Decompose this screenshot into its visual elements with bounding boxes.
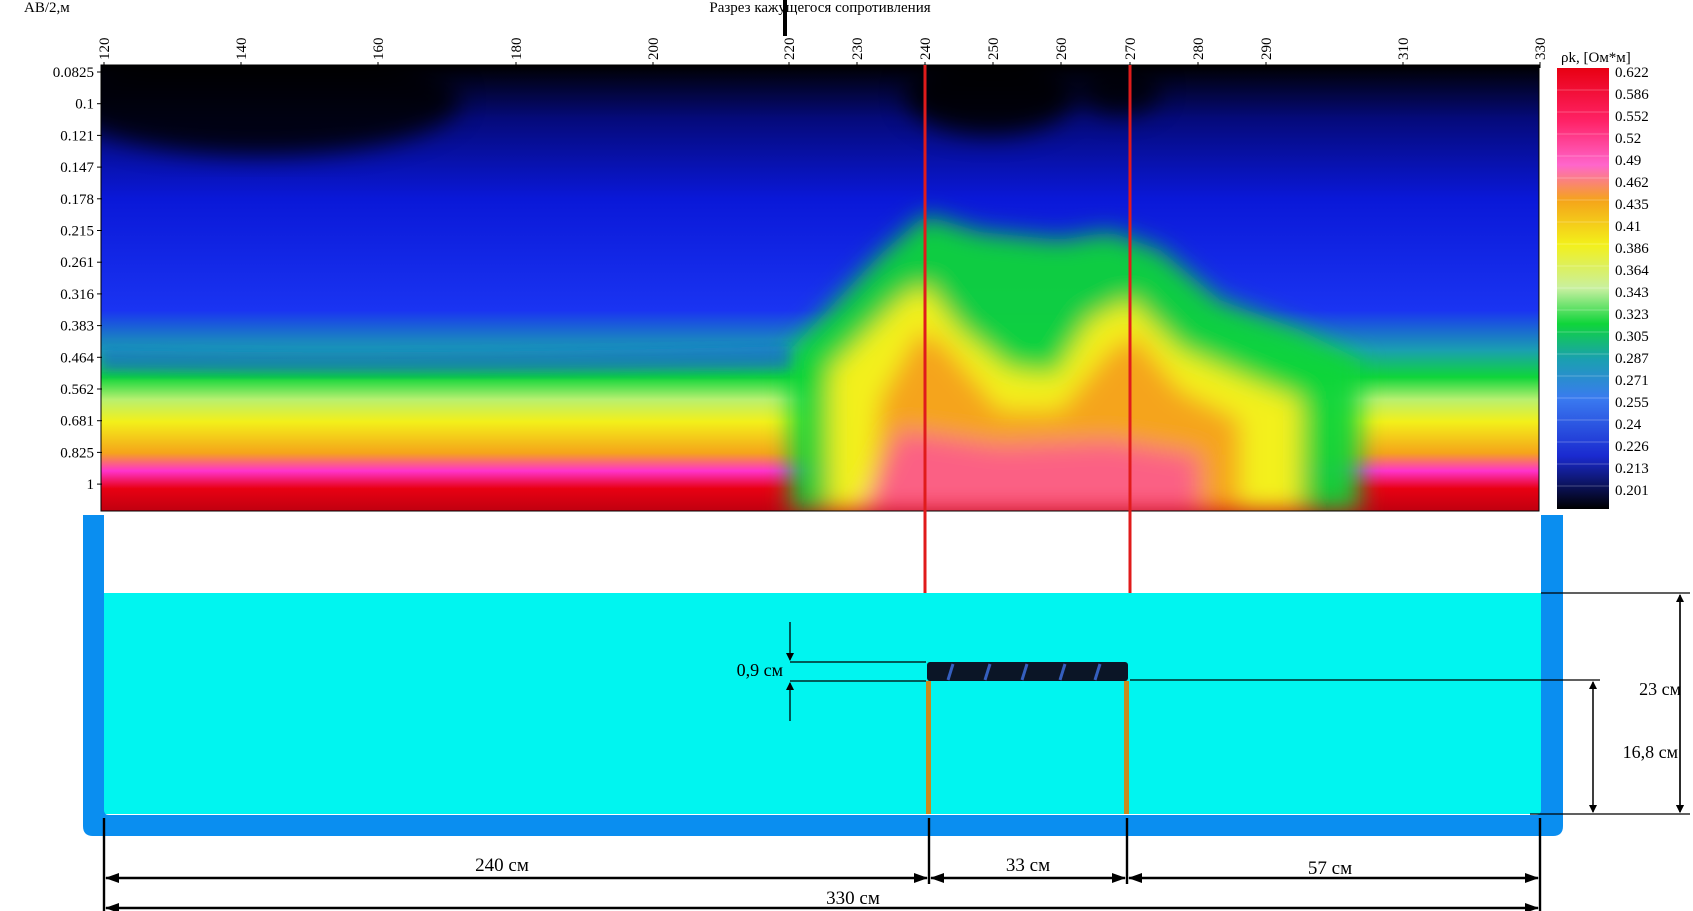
y-tick-label: 0.316 [60, 287, 94, 303]
left-support [926, 681, 931, 814]
colorbar-tick-label: 0.49 [1615, 153, 1641, 169]
object-highlights [946, 663, 1102, 681]
colorbar-tick-labels: 0.622 0.586 0.552 0.52 0.49 0.462 0.435 0.41 0.3… [1615, 65, 1649, 499]
colorbar-tick-label: 0.255 [1615, 395, 1649, 411]
buried-object [927, 662, 1128, 681]
thickness-label: 0,9 см [737, 660, 783, 680]
y-tick-label: 1 [87, 477, 95, 493]
colorbar-tick-label: 0.622 [1615, 65, 1649, 81]
colorbar-tick-label: 0.226 [1615, 439, 1649, 455]
y-tick-label: 0.261 [60, 255, 94, 271]
y-tick-label: 0.383 [60, 319, 94, 335]
x-tick-label: 270 [1123, 38, 1139, 61]
water [104, 593, 1541, 814]
colorbar-tick-label: 0.305 [1615, 329, 1649, 345]
x-tick-label: 180 [509, 38, 525, 61]
x-tick-label: 220 [782, 38, 798, 61]
colorbar: ρk, [Ом*м] 0.6220.5860.5520.520.490.4620… [1557, 50, 1649, 509]
colorbar-tick-label: 0.323 [1615, 307, 1649, 323]
object-depth-label: 16,8 см [1623, 742, 1678, 762]
colorbar-tick-label: 0.435 [1615, 197, 1649, 213]
colorbar-stripes [1557, 89, 1609, 487]
x-tick-label: 330 [1533, 38, 1549, 61]
water-depth-label: 23 см [1639, 679, 1681, 699]
x-tick-label: 230 [850, 38, 866, 61]
plot-frame [100, 64, 1540, 512]
y-tick-label: 0.0825 [53, 65, 94, 81]
x-tick-label: 310 [1396, 38, 1412, 61]
x-tick-label: 290 [1259, 38, 1275, 61]
x-tick-label: 280 [1191, 38, 1207, 61]
x-tick-label: 200 [646, 38, 662, 61]
horizontal-dimensions [102, 818, 1542, 911]
colorbar-tick-label: 0.364 [1615, 263, 1649, 279]
depth-dimensions [1130, 592, 1690, 815]
colorbar-gradient [1557, 68, 1609, 509]
colorbar-tick-label: 0.213 [1615, 461, 1649, 477]
right-distance-label: 57 см [1308, 858, 1352, 879]
x-tick-labels: 120 140 160 180 200 220 230 240 250 260 270 280 290 3… [97, 38, 1549, 68]
y-tick-label: 0.464 [60, 350, 94, 366]
colorbar-tick-label: 0.52 [1615, 131, 1641, 147]
y-tick-label: 0.562 [60, 382, 94, 398]
y-axis-label: AB/2,м [24, 0, 70, 16]
y-tick-label: 0.1 [75, 97, 94, 113]
right-support [1124, 681, 1129, 814]
x-tick-label: 160 [371, 38, 387, 61]
left-distance-label: 240 см [475, 855, 529, 876]
colorbar-tick-label: 0.343 [1615, 285, 1649, 301]
thickness-dimension [786, 622, 926, 721]
colorbar-tick-label: 0.201 [1615, 483, 1649, 499]
x-tick-label: 260 [1054, 38, 1070, 61]
y-tick-label: 0.121 [60, 128, 94, 144]
y-tick-label: 0.215 [60, 224, 94, 240]
colorbar-tick-label: 0.586 [1615, 87, 1649, 103]
tank-model: 0,9 см 23 см 16,8 см 240 см 33 см 57 [83, 515, 1690, 911]
section-title: Разрез кажущегося сопротивления [709, 0, 930, 16]
colorbar-tick-label: 0.552 [1615, 109, 1649, 125]
x-tick-label: 240 [918, 38, 934, 61]
colorbar-tick-label: 0.41 [1615, 219, 1641, 235]
colorbar-tick-label: 0.386 [1615, 241, 1649, 257]
colorbar-label: ρk, [Ом*м] [1561, 50, 1631, 66]
y-tick-label: 0.825 [60, 445, 94, 461]
y-tick-label: 0.147 [60, 160, 94, 176]
colorbar-tick-label: 0.271 [1615, 373, 1649, 389]
y-tick-labels: 0.0825 0.1 0.121 0.147 0.178 0.215 0.261 0.316 0… [53, 65, 102, 493]
y-tick-label: 0.681 [60, 414, 94, 430]
total-length-label: 330 см [826, 888, 880, 909]
colorbar-tick-label: 0.287 [1615, 351, 1649, 367]
resistivity-section: Разрез кажущегося сопротивления AB/2,м [24, 0, 1649, 512]
x-tick-label: 120 [97, 38, 113, 61]
y-tick-label: 0.178 [60, 192, 94, 208]
colorbar-tick-label: 0.462 [1615, 175, 1649, 191]
colorbar-tick-label: 0.24 [1615, 417, 1642, 433]
color-field [101, 65, 1539, 511]
object-width-label: 33 см [1006, 855, 1050, 876]
x-tick-label: 140 [234, 38, 250, 61]
x-tick-label: 250 [986, 38, 1002, 61]
